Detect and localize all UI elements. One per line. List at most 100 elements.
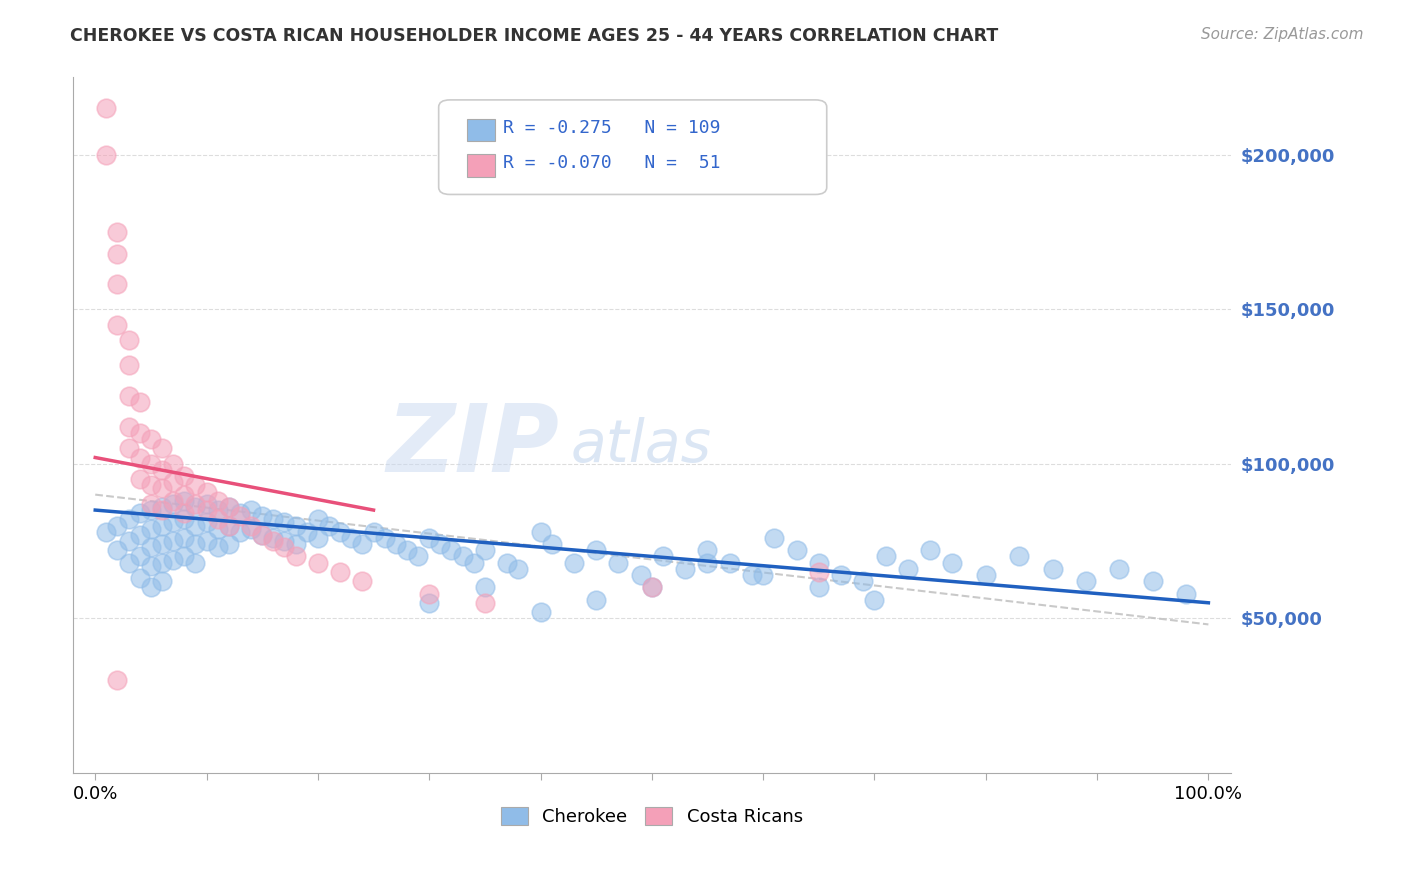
Point	[184, 478, 207, 492]
Point	[184, 556, 207, 570]
Point	[117, 389, 139, 403]
Point	[139, 457, 162, 471]
Point	[307, 512, 329, 526]
Point	[117, 419, 139, 434]
Point	[641, 580, 664, 594]
Point	[273, 533, 295, 548]
Point	[139, 522, 162, 536]
Point	[807, 556, 830, 570]
Point	[96, 524, 118, 539]
Point	[162, 552, 184, 566]
Point	[107, 277, 129, 292]
Point	[150, 500, 173, 514]
Point	[262, 531, 284, 545]
Point	[363, 524, 385, 539]
Point	[585, 543, 607, 558]
Point	[207, 522, 229, 536]
Point	[395, 543, 418, 558]
Point	[128, 450, 150, 465]
Point	[863, 592, 886, 607]
Point	[240, 518, 263, 533]
Point	[218, 518, 240, 533]
Text: ZIP: ZIP	[387, 400, 560, 492]
Point	[585, 592, 607, 607]
Point	[195, 497, 218, 511]
Point	[218, 500, 240, 514]
Point	[107, 225, 129, 239]
Point	[173, 469, 195, 483]
Point	[250, 509, 273, 524]
Point	[173, 549, 195, 564]
Point	[1008, 549, 1031, 564]
Point	[107, 673, 129, 687]
Point	[340, 531, 363, 545]
Point	[128, 549, 150, 564]
Point	[162, 516, 184, 530]
Point	[696, 556, 718, 570]
Point	[117, 333, 139, 347]
Point	[162, 497, 184, 511]
Point	[451, 549, 474, 564]
Point	[107, 543, 129, 558]
Point	[218, 500, 240, 514]
Point	[128, 395, 150, 409]
Point	[1042, 562, 1064, 576]
Point	[329, 565, 352, 579]
Point	[284, 537, 307, 551]
Point	[763, 531, 786, 545]
Text: R = -0.070   N =  51: R = -0.070 N = 51	[503, 154, 721, 172]
Point	[974, 568, 997, 582]
Point	[195, 503, 218, 517]
Point	[218, 537, 240, 551]
Point	[941, 556, 963, 570]
Point	[184, 537, 207, 551]
Point	[284, 549, 307, 564]
Point	[150, 574, 173, 589]
Point	[207, 540, 229, 554]
Point	[139, 540, 162, 554]
Point	[250, 528, 273, 542]
Point	[139, 503, 162, 517]
Point	[741, 568, 763, 582]
Point	[273, 516, 295, 530]
Point	[508, 562, 530, 576]
Point	[184, 518, 207, 533]
Point	[117, 358, 139, 372]
Point	[529, 524, 551, 539]
Point	[117, 442, 139, 456]
Point	[150, 556, 173, 570]
Point	[150, 518, 173, 533]
Point	[184, 497, 207, 511]
Point	[117, 556, 139, 570]
Point	[107, 318, 129, 332]
Point	[139, 478, 162, 492]
Point	[162, 493, 184, 508]
Point	[1175, 586, 1198, 600]
Point	[852, 574, 875, 589]
Point	[807, 565, 830, 579]
Point	[128, 506, 150, 520]
Point	[607, 556, 630, 570]
Point	[240, 503, 263, 517]
Point	[1074, 574, 1097, 589]
Point	[218, 518, 240, 533]
Point	[374, 531, 396, 545]
Point	[229, 524, 252, 539]
Point	[117, 512, 139, 526]
Point	[474, 543, 496, 558]
Point	[229, 506, 252, 520]
Point	[128, 528, 150, 542]
Point	[385, 537, 408, 551]
Point	[329, 524, 352, 539]
Point	[128, 425, 150, 440]
Point	[207, 503, 229, 517]
Point	[474, 596, 496, 610]
Point	[630, 568, 652, 582]
Point	[173, 488, 195, 502]
Point	[139, 432, 162, 446]
Point	[562, 556, 585, 570]
Point	[429, 537, 451, 551]
Point	[696, 543, 718, 558]
Point	[162, 475, 184, 490]
Point	[352, 574, 374, 589]
